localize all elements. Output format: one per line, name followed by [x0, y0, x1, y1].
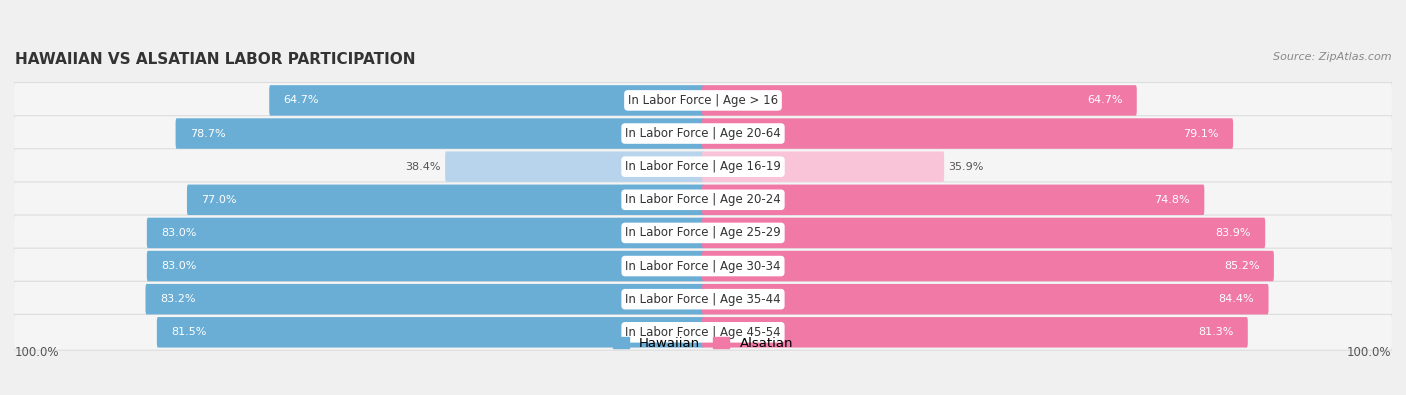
FancyBboxPatch shape [14, 116, 1392, 151]
Text: In Labor Force | Age 16-19: In Labor Force | Age 16-19 [626, 160, 780, 173]
FancyBboxPatch shape [446, 151, 704, 182]
FancyBboxPatch shape [14, 215, 1392, 251]
Text: 83.0%: 83.0% [162, 228, 197, 238]
Text: 79.1%: 79.1% [1184, 128, 1219, 139]
FancyBboxPatch shape [14, 182, 1392, 218]
Text: 83.0%: 83.0% [162, 261, 197, 271]
FancyBboxPatch shape [187, 184, 704, 215]
FancyBboxPatch shape [702, 85, 1137, 116]
Text: 81.5%: 81.5% [172, 327, 207, 337]
FancyBboxPatch shape [702, 251, 1274, 281]
Text: 100.0%: 100.0% [14, 346, 59, 359]
FancyBboxPatch shape [702, 118, 1233, 149]
FancyBboxPatch shape [146, 251, 704, 281]
FancyBboxPatch shape [176, 118, 704, 149]
Text: 100.0%: 100.0% [1347, 346, 1392, 359]
Text: In Labor Force | Age 20-24: In Labor Force | Age 20-24 [626, 193, 780, 206]
Text: 64.7%: 64.7% [284, 96, 319, 105]
Text: Source: ZipAtlas.com: Source: ZipAtlas.com [1272, 53, 1392, 62]
FancyBboxPatch shape [14, 83, 1392, 118]
Text: In Labor Force | Age 30-34: In Labor Force | Age 30-34 [626, 260, 780, 273]
FancyBboxPatch shape [145, 284, 704, 314]
FancyBboxPatch shape [146, 218, 704, 248]
FancyBboxPatch shape [14, 149, 1392, 184]
FancyBboxPatch shape [269, 85, 704, 116]
FancyBboxPatch shape [702, 151, 945, 182]
Text: HAWAIIAN VS ALSATIAN LABOR PARTICIPATION: HAWAIIAN VS ALSATIAN LABOR PARTICIPATION [14, 53, 415, 68]
FancyBboxPatch shape [702, 317, 1247, 348]
Text: 78.7%: 78.7% [190, 128, 225, 139]
Text: In Labor Force | Age 45-54: In Labor Force | Age 45-54 [626, 326, 780, 339]
FancyBboxPatch shape [702, 284, 1268, 314]
FancyBboxPatch shape [14, 281, 1392, 317]
FancyBboxPatch shape [702, 218, 1265, 248]
Text: In Labor Force | Age 35-44: In Labor Force | Age 35-44 [626, 293, 780, 306]
Text: 74.8%: 74.8% [1154, 195, 1189, 205]
Text: 81.3%: 81.3% [1198, 327, 1233, 337]
Legend: Hawaiian, Alsatian: Hawaiian, Alsatian [607, 331, 799, 355]
FancyBboxPatch shape [702, 184, 1205, 215]
Text: In Labor Force | Age 25-29: In Labor Force | Age 25-29 [626, 226, 780, 239]
Text: 77.0%: 77.0% [201, 195, 236, 205]
Text: 85.2%: 85.2% [1225, 261, 1260, 271]
Text: 35.9%: 35.9% [949, 162, 984, 172]
Text: 83.9%: 83.9% [1215, 228, 1251, 238]
Text: 84.4%: 84.4% [1219, 294, 1254, 304]
Text: In Labor Force | Age > 16: In Labor Force | Age > 16 [628, 94, 778, 107]
FancyBboxPatch shape [14, 248, 1392, 284]
Text: 64.7%: 64.7% [1087, 96, 1122, 105]
Text: 83.2%: 83.2% [160, 294, 195, 304]
Text: In Labor Force | Age 20-64: In Labor Force | Age 20-64 [626, 127, 780, 140]
FancyBboxPatch shape [157, 317, 704, 348]
Text: 38.4%: 38.4% [405, 162, 441, 172]
FancyBboxPatch shape [14, 314, 1392, 350]
